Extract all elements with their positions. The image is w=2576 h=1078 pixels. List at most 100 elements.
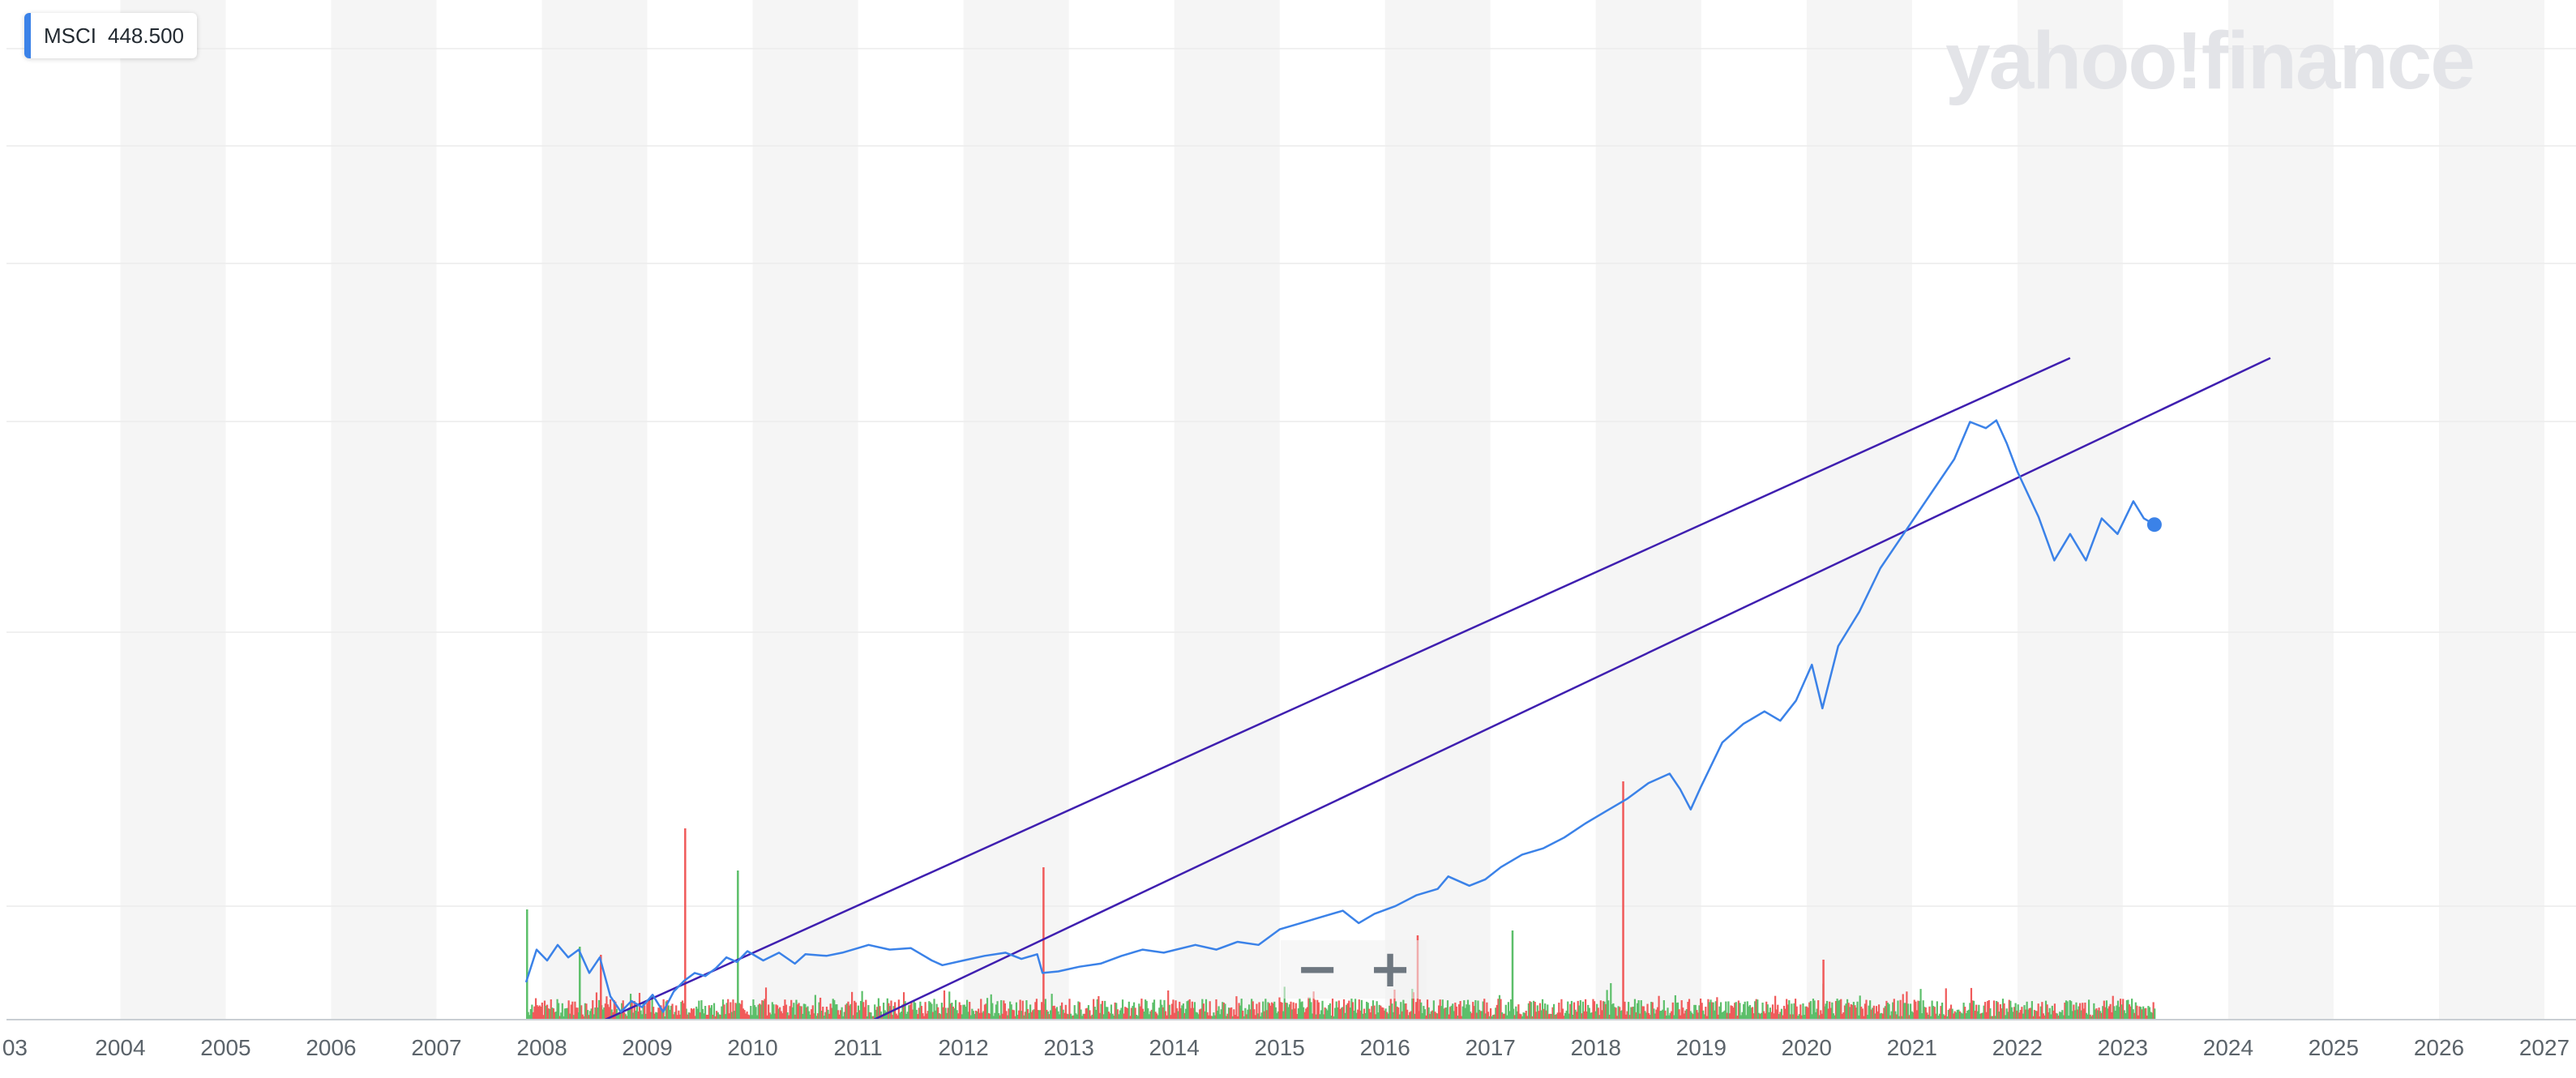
volume-bar bbox=[1949, 1008, 1951, 1020]
volume-bar bbox=[1106, 1007, 1109, 1020]
volume-bar bbox=[1881, 1013, 1884, 1020]
volume-bar bbox=[1931, 1000, 1933, 1020]
volume-bar bbox=[687, 1012, 690, 1020]
volume-bar bbox=[1475, 1012, 1478, 1020]
volume-bar bbox=[1604, 1003, 1607, 1020]
volume-bar bbox=[2017, 1004, 2019, 1020]
x-tick-label: 2018 bbox=[1571, 1035, 1621, 1060]
volume-bar bbox=[876, 1007, 879, 1020]
volume-bar bbox=[655, 1012, 657, 1020]
volume-bar bbox=[798, 1003, 800, 1020]
volume-bar bbox=[610, 999, 612, 1020]
volume-bar bbox=[1807, 1007, 1809, 1020]
volume-bar bbox=[1786, 999, 1788, 1020]
volume-bar bbox=[1906, 991, 1908, 1020]
volume-bar bbox=[1579, 999, 1581, 1020]
volume-bar bbox=[1861, 1008, 1864, 1020]
volume-bar bbox=[2120, 1004, 2123, 1020]
volume-bar bbox=[934, 1010, 937, 1020]
volume-bar bbox=[904, 1001, 906, 1020]
volume-bar bbox=[1774, 995, 1777, 1020]
volume-bar bbox=[1701, 1003, 1703, 1020]
volume-bar bbox=[795, 999, 798, 1020]
zoom-in-button[interactable]: + bbox=[1354, 939, 1427, 999]
volume-bar bbox=[823, 1015, 825, 1020]
volume-bar bbox=[1525, 1011, 1527, 1020]
volume-bar bbox=[1439, 999, 1441, 1020]
volume-bar bbox=[532, 1012, 535, 1020]
volume-bar bbox=[1608, 1014, 1611, 1020]
volume-bar bbox=[1329, 1003, 1332, 1020]
volume-bar bbox=[2064, 1003, 2066, 1020]
volume-bar bbox=[2086, 1014, 2089, 1020]
volume-bar bbox=[2050, 1014, 2052, 1020]
volume-bar bbox=[1816, 1008, 1818, 1020]
volume-bar bbox=[933, 999, 935, 1020]
volume-bar bbox=[974, 1010, 978, 1020]
volume-bar bbox=[948, 991, 951, 1020]
volume-bar bbox=[1653, 1008, 1655, 1020]
volume-bar bbox=[597, 999, 601, 1020]
volume-bar bbox=[807, 1011, 811, 1020]
volume-bar bbox=[2075, 1002, 2077, 1020]
volume-bar bbox=[1468, 1004, 1470, 1020]
volume-bar bbox=[866, 1016, 868, 1020]
volume-bar bbox=[1115, 1003, 1118, 1020]
volume-bar bbox=[839, 1010, 842, 1020]
volume-bar bbox=[2039, 1006, 2042, 1020]
volume-bar bbox=[1687, 1001, 1689, 1020]
volume-bar bbox=[1346, 1004, 1348, 1020]
volume-bar bbox=[678, 1014, 682, 1020]
volume-bar bbox=[1779, 1012, 1782, 1020]
volume-bar bbox=[1116, 1009, 1119, 1020]
volume-bar bbox=[1450, 1005, 1453, 1020]
volume-bar bbox=[791, 1007, 794, 1020]
zoom-out-button[interactable]: − bbox=[1281, 939, 1354, 999]
volume-bar bbox=[733, 1011, 736, 1020]
volume-bar bbox=[730, 1012, 733, 1020]
volume-bar bbox=[971, 1008, 973, 1020]
volume-bar bbox=[1751, 1007, 1754, 1020]
volume-bar bbox=[1984, 1002, 1987, 1020]
volume-bar bbox=[910, 1002, 913, 1020]
volume-bar bbox=[1703, 1014, 1705, 1020]
volume-bar bbox=[983, 1004, 986, 1020]
volume-bar bbox=[1692, 1014, 1694, 1020]
volume-bar bbox=[894, 1002, 896, 1020]
volume-bar bbox=[956, 1010, 958, 1020]
volume-bar bbox=[1311, 1013, 1314, 1020]
volume-bar bbox=[2084, 1002, 2086, 1020]
volume-bar bbox=[712, 1014, 714, 1020]
volume-bar bbox=[1427, 1007, 1430, 1020]
volume-bar bbox=[687, 1014, 689, 1020]
volume-bar bbox=[1124, 1007, 1127, 1020]
volume-bar bbox=[1251, 999, 1253, 1020]
volume-bar bbox=[1348, 1000, 1350, 1020]
volume-bar bbox=[606, 1004, 610, 1020]
volume-bar bbox=[1145, 999, 1147, 1020]
volume-bar bbox=[627, 1010, 630, 1020]
volume-bar bbox=[1312, 991, 1315, 1020]
volume-bar bbox=[1071, 1016, 1073, 1020]
volume-bar bbox=[1726, 1012, 1728, 1020]
volume-bar bbox=[1455, 1006, 1458, 1020]
volume-bar bbox=[2089, 1014, 2091, 1020]
volume-bar bbox=[528, 1015, 531, 1020]
volume-bar bbox=[1461, 1006, 1464, 1020]
volume-bar bbox=[595, 992, 598, 1020]
volume-bar bbox=[641, 1014, 644, 1020]
volume-bar bbox=[1235, 996, 1238, 1020]
volume-bar bbox=[836, 1004, 838, 1020]
volume-bar bbox=[1230, 1007, 1233, 1020]
volume-bar bbox=[597, 1007, 599, 1020]
volume-bar bbox=[1803, 1015, 1806, 1020]
volume-bar bbox=[1628, 1002, 1630, 1020]
volume-bar bbox=[1396, 1006, 1398, 1020]
volume-bar bbox=[1928, 1006, 1931, 1020]
volume-bar bbox=[1745, 1015, 1748, 1020]
volume-bar bbox=[1089, 1016, 1093, 1020]
volume-bar bbox=[1167, 990, 1170, 1020]
volume-bar bbox=[1587, 1004, 1590, 1020]
